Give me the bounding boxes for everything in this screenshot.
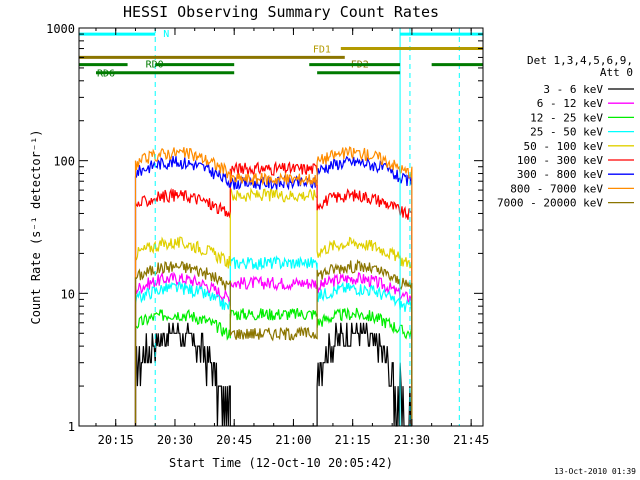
- y-tick-label: 100: [53, 155, 75, 169]
- series-line: [134, 306, 413, 426]
- legend-label: 25 - 50 keV: [530, 126, 603, 139]
- y-axis: 1 10 100 1000: [46, 22, 483, 434]
- legend-label: 50 - 100 keV: [524, 140, 604, 153]
- legend-label: 100 - 300 keV: [517, 154, 603, 167]
- legend-label: 800 - 7000 keV: [510, 182, 603, 195]
- legend-label: 300 - 800 keV: [517, 168, 603, 181]
- timestamp: 13-Oct-2010 01:39: [554, 467, 636, 476]
- annotation-label: RD6: [97, 69, 115, 80]
- x-axis-label: Start Time (12-Oct-10 20:05:42): [169, 456, 393, 470]
- legend-label: 6 - 12 keV: [537, 97, 604, 110]
- x-tick-label: 21:15: [335, 433, 371, 447]
- series-line: [134, 160, 413, 426]
- plot-frame: [78, 27, 484, 427]
- series-line: [134, 187, 413, 426]
- y-tick-label: 1: [68, 420, 75, 434]
- series-line: [134, 146, 413, 426]
- x-tick-label: 21:30: [394, 433, 430, 447]
- series-line: [134, 255, 413, 426]
- series-line: [134, 258, 413, 426]
- y-tick-label: 10: [61, 287, 75, 301]
- x-tick-label: 20:15: [98, 433, 134, 447]
- legend-header: Det 1,3,4,5,6,9,: [527, 54, 633, 67]
- annotation-label: RD0: [146, 60, 164, 71]
- annotation-label: N: [163, 29, 169, 40]
- annotation-label: FD1: [313, 45, 331, 56]
- x-axis: 20:15 20:30 20:45 21:00 21:15 21:30 21:45: [95, 28, 489, 447]
- legend-label: 7000 - 20000 keV: [497, 197, 603, 210]
- legend-label: 12 - 25 keV: [530, 111, 603, 124]
- legend-label: 3 - 6 keV: [543, 83, 603, 96]
- series-layer: [134, 146, 413, 427]
- series-line: [134, 155, 413, 426]
- y-tick-label: 1000: [46, 22, 75, 36]
- chart-title: HESSI Observing Summary Count Rates: [123, 3, 439, 21]
- series-line: [134, 271, 413, 426]
- x-tick-label: 20:30: [157, 433, 193, 447]
- x-tick-label: 20:45: [216, 433, 252, 447]
- annotation-layer: NFD1FD2RD0RD6: [78, 28, 483, 426]
- x-tick-label: 21:45: [453, 433, 489, 447]
- series-line: [134, 322, 412, 427]
- x-tick-label: 21:00: [275, 433, 311, 447]
- y-axis-label: Count Rate (s⁻¹ detector⁻¹): [29, 129, 43, 324]
- legend-header: Att 0: [600, 66, 633, 79]
